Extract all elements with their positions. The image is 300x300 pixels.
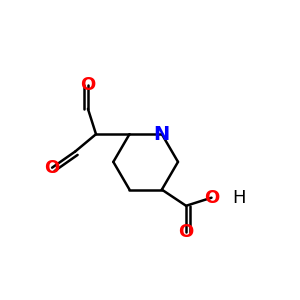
Text: O: O [204,189,219,207]
Text: H: H [232,189,246,207]
Text: N: N [154,125,170,144]
Text: O: O [80,76,95,94]
Text: O: O [178,223,194,241]
Text: O: O [44,159,60,177]
